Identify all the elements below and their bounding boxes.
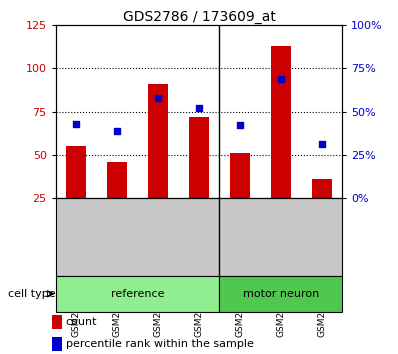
Bar: [52, 337, 62, 350]
Point: [73, 121, 79, 126]
Text: motor neuron: motor neuron: [243, 289, 319, 299]
Point: [114, 128, 120, 133]
Bar: [66, 146, 86, 198]
Text: percentile rank within the sample: percentile rank within the sample: [66, 339, 254, 349]
Text: count: count: [66, 317, 97, 327]
Bar: [189, 117, 209, 198]
Text: cell type: cell type: [8, 289, 56, 299]
Bar: [107, 162, 127, 198]
Bar: [52, 315, 62, 329]
Bar: [271, 46, 291, 198]
Bar: [148, 84, 168, 198]
Point: [196, 105, 202, 111]
Point: [319, 142, 325, 147]
Point: [237, 122, 243, 128]
Bar: [230, 153, 250, 198]
Title: GDS2786 / 173609_at: GDS2786 / 173609_at: [123, 10, 275, 24]
Text: reference: reference: [111, 289, 164, 299]
Point: [155, 95, 161, 101]
Point: [278, 76, 284, 81]
Bar: [312, 179, 332, 198]
